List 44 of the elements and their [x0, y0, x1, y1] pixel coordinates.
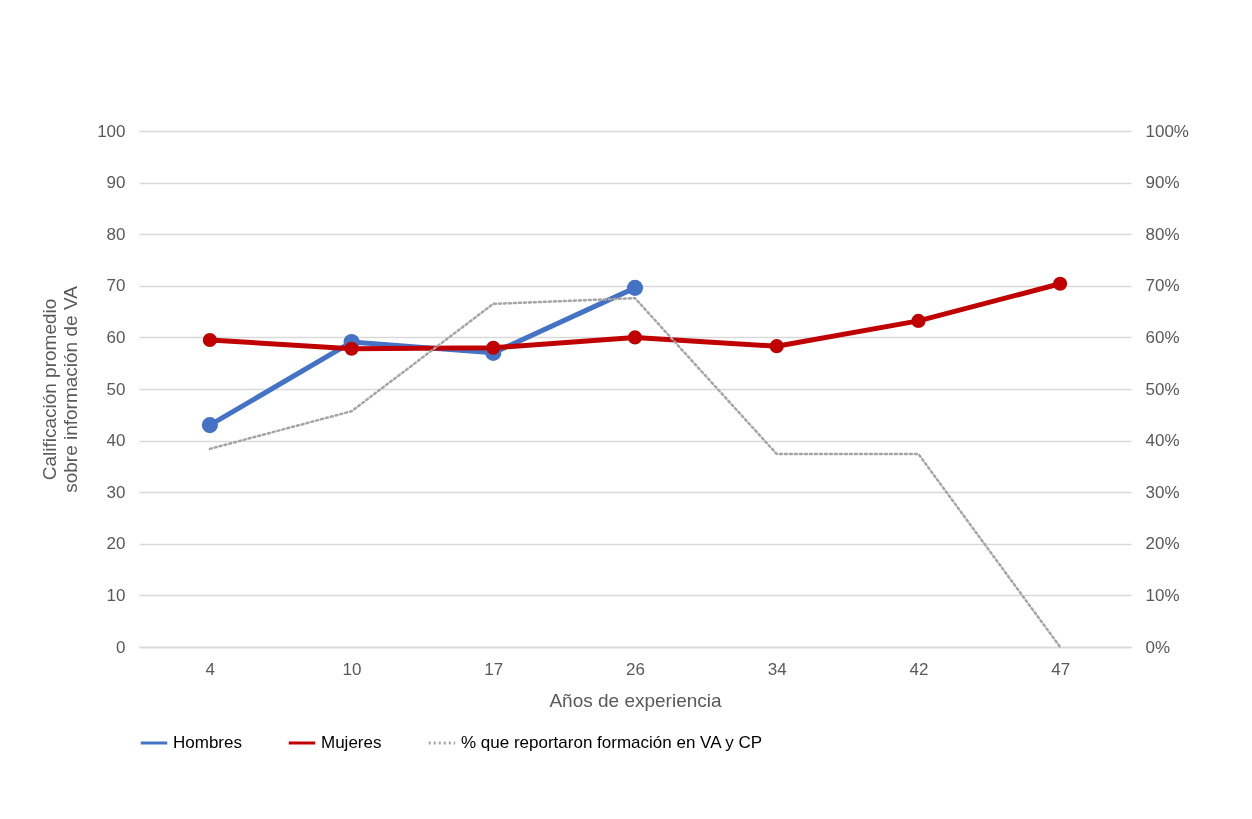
legend-label: % que reportaron formación en VA y CP — [461, 733, 763, 752]
y-axis-title: Calificación promedio sobre información de VA — [39, 285, 82, 493]
y-tick-label: 100 — [97, 121, 126, 141]
point — [769, 339, 784, 354]
x-tick-label: 10 — [342, 659, 362, 679]
legend-label: Hombres — [173, 733, 242, 752]
x-tick-label: 26 — [626, 659, 645, 679]
y-tick-label: 60 — [106, 327, 126, 347]
y-tick-label: 0 — [116, 637, 126, 657]
y-tick-label: 70 — [106, 276, 126, 296]
y2-tick-label: 20% — [1145, 534, 1180, 554]
y-tick-label: 20 — [106, 534, 126, 554]
point — [201, 417, 218, 434]
y2-tick-label: 70% — [1145, 276, 1180, 296]
y2-tick-label: 60% — [1145, 327, 1180, 347]
y-tick-label: 10 — [106, 585, 126, 605]
y2-tick-label: 80% — [1145, 224, 1180, 244]
point — [344, 341, 359, 356]
point — [1053, 276, 1068, 291]
y2-tick-label: 50% — [1145, 379, 1180, 399]
y2-tick-label: 30% — [1145, 482, 1180, 502]
y-tick-label: 50 — [106, 379, 126, 399]
line-series — [208, 296, 1062, 649]
point — [627, 330, 643, 345]
point — [626, 279, 644, 296]
x-tick-label: 42 — [909, 659, 929, 679]
y-tick-label: 30 — [106, 482, 126, 502]
point — [202, 332, 217, 348]
y2-tick-label: 40% — [1145, 431, 1180, 451]
y2-tick-label: 90% — [1145, 173, 1180, 193]
x-axis-title: Años de experiencia — [549, 689, 723, 711]
x-tick-label: 17 — [484, 659, 504, 679]
x-tick-label: 34 — [767, 659, 787, 679]
y-tick-label: 90 — [106, 173, 126, 193]
y2-tick-label: 10% — [1145, 585, 1180, 605]
point — [911, 313, 926, 328]
y2-tick-label: 100% — [1145, 121, 1189, 141]
legend-label: Mujeres — [321, 733, 382, 752]
y-tick-label: 80 — [106, 224, 126, 244]
y2-tick-label: 0% — [1145, 637, 1171, 657]
point — [486, 340, 501, 355]
y-tick-label: 40 — [106, 431, 126, 451]
x-tick-label: 47 — [1051, 659, 1071, 679]
x-tick-label: 4 — [205, 659, 216, 679]
